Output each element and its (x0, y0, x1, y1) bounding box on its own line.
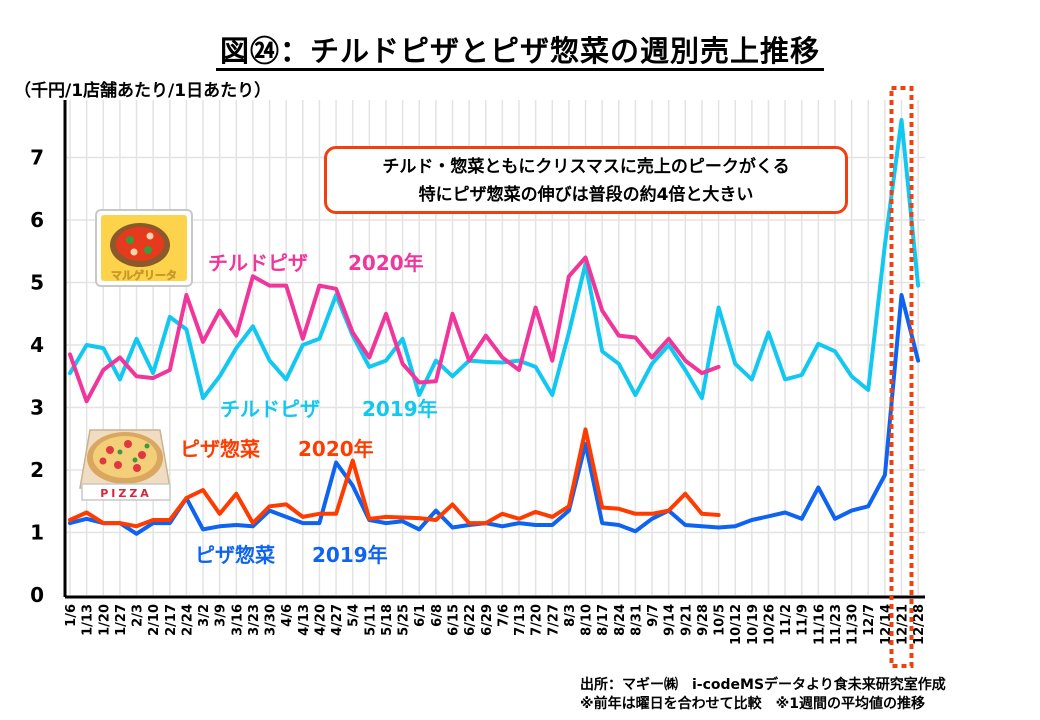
x-tick-label: 2/17 (164, 604, 179, 636)
x-tick-label: 11/9 (796, 604, 811, 636)
x-tick-label: 7/13 (513, 604, 528, 636)
y-tick-label: 0 (30, 583, 44, 607)
source-note: 出所：マギー㈱ i-codeMSデータより食未来研究室作成 ※前年は曜日を合わせ… (580, 676, 946, 714)
margherita-image: マルゲリータ (95, 209, 193, 287)
x-tick-label: 4/20 (313, 604, 328, 636)
x-tick-label: 3/2 (197, 604, 212, 627)
series-label-chilled-2019-name: チルドピザ (220, 397, 320, 421)
x-tick-label: 7/20 (530, 604, 545, 636)
series-label-deli-2019-year: 2019年 (312, 543, 388, 567)
source-line-2: ※前年は曜日を合わせて比較 ※1週間の平均値の推移 (580, 696, 925, 712)
x-tick-label: 2/24 (180, 604, 195, 636)
x-tick-label: 8/3 (563, 604, 578, 627)
christmas-highlight-box (889, 86, 914, 668)
x-tick-label: 4/13 (297, 604, 312, 636)
y-axis-unit-label: （千円/1店舗あたり/1日あたり） (14, 81, 272, 101)
x-tick-label: 7/6 (496, 604, 511, 627)
series-label-chilled-2020: チルドピザ 2020年 (208, 251, 424, 275)
series-label-deli-2019: ピザ惣菜 2019年 (195, 543, 388, 567)
x-tick-label: 12/21 (896, 604, 911, 645)
x-tick-label: 3/9 (214, 604, 229, 627)
x-tick-label: 5/18 (380, 604, 395, 636)
axes (63, 100, 925, 599)
source-line-1: 出所：マギー㈱ i-codeMSデータより食未来研究室作成 (580, 677, 946, 693)
x-tick-label: 2/3 (131, 604, 146, 627)
x-tick-label: 8/17 (596, 604, 611, 636)
x-tick-label: 9/21 (679, 604, 694, 636)
y-tick-label: 4 (30, 333, 44, 357)
x-tick-label: 11/30 (846, 604, 861, 645)
series-label-deli-2020-name: ピザ惣菜 (180, 437, 260, 461)
x-tick-label: 3/23 (247, 604, 262, 636)
x-tick-label: 6/29 (480, 604, 495, 636)
x-tick-label: 10/12 (729, 604, 744, 645)
series-label-deli-2020: ピザ惣菜 2020年 (180, 437, 374, 461)
chart-title: 図㉔：チルドピザとピザ惣菜の週別売上推移 (0, 28, 1040, 71)
y-tick-label: 5 (30, 271, 44, 295)
y-tick-label: 2 (30, 458, 44, 482)
x-tick-label: 3/30 (264, 604, 279, 636)
x-tick-label: 1/6 (64, 604, 79, 627)
x-tick-label: 6/15 (446, 604, 461, 636)
x-tick-label: 5/4 (347, 604, 362, 627)
x-tick-label: 9/14 (663, 604, 678, 636)
callout-line-1: チルド・惣菜ともにクリスマスに売上のピークがくる (382, 157, 790, 177)
x-axis-ticks: 1/6 1/13 1/20 1/27 2/3 2/10 2/17 2/24 3/2 3/9 3/16… (64, 604, 927, 645)
x-tick-label: 9/7 (646, 604, 661, 627)
x-tick-label: 6/1 (413, 604, 428, 627)
x-tick-label: 6/22 (463, 604, 478, 636)
x-tick-label: 8/10 (580, 604, 595, 636)
series-label-chilled-2020-name: チルドピザ (208, 251, 308, 275)
x-tick-label: 4/6 (280, 604, 295, 627)
y-axis-ticks: 0 1 2 3 4 5 6 7 (30, 146, 44, 608)
x-tick-label: 3/16 (230, 604, 245, 636)
series-label-chilled-2019-year: 2019年 (362, 397, 438, 421)
series-label-chilled-2020-year: 2020年 (348, 251, 424, 275)
margherita-caption: マルゲリータ (111, 268, 177, 282)
pizza-box-caption: PIZZA (100, 487, 152, 500)
series-line-deli-2019 (68, 293, 921, 536)
x-tick-label: 10/19 (746, 604, 761, 645)
x-tick-label: 1/20 (97, 604, 112, 636)
x-tick-label: 1/13 (81, 604, 96, 636)
series-label-chilled-2019: チルドピザ 2019年 (220, 397, 438, 421)
x-tick-label: 8/24 (613, 604, 628, 636)
x-tick-label: 1/27 (114, 604, 129, 636)
y-tick-label: 6 (30, 208, 44, 232)
callout-line-2: 特にピザ惣菜の伸びは普段の約4倍と大きい (418, 185, 754, 205)
pizza-box-image: PIZZA (79, 429, 171, 501)
x-tick-label: 11/2 (779, 604, 794, 636)
x-tick-label: 2/10 (147, 604, 162, 636)
x-tick-label: 12/7 (862, 604, 877, 636)
x-tick-label: 8/31 (629, 604, 644, 636)
series-lines (68, 118, 921, 536)
x-tick-label: 4/27 (330, 604, 345, 636)
y-tick-label: 1 (30, 521, 44, 545)
x-tick-label: 7/27 (546, 604, 561, 636)
series-label-deli-2020-year: 2020年 (298, 437, 374, 461)
x-tick-label: 12/28 (912, 604, 927, 645)
series-line-chilled-2019 (68, 118, 921, 401)
chart-title-text: 図㉔：チルドピザとピザ惣菜の週別売上推移 (215, 34, 824, 71)
x-tick-label: 10/26 (762, 604, 777, 645)
illustrations: マルゲリータ PIZZA (79, 209, 193, 501)
x-tick-label: 9/28 (696, 604, 711, 636)
y-tick-label: 3 (30, 396, 44, 420)
series-line-deli-2020 (68, 427, 721, 529)
series-line-chilled-2020 (68, 255, 721, 404)
x-tick-label: 6/8 (430, 604, 445, 627)
x-tick-label: 11/23 (829, 604, 844, 645)
x-tick-label: 5/25 (397, 604, 412, 636)
x-tick-label: 10/5 (713, 604, 728, 636)
y-tick-label: 7 (30, 146, 44, 170)
series-label-deli-2019-name: ピザ惣菜 (195, 543, 275, 567)
callout-box: チルド・惣菜ともにクリスマスに売上のピークがくる 特にピザ惣菜の伸びは普段の約4… (324, 146, 848, 214)
x-tick-label: 11/16 (812, 604, 827, 645)
x-tick-label: 5/11 (363, 604, 378, 636)
